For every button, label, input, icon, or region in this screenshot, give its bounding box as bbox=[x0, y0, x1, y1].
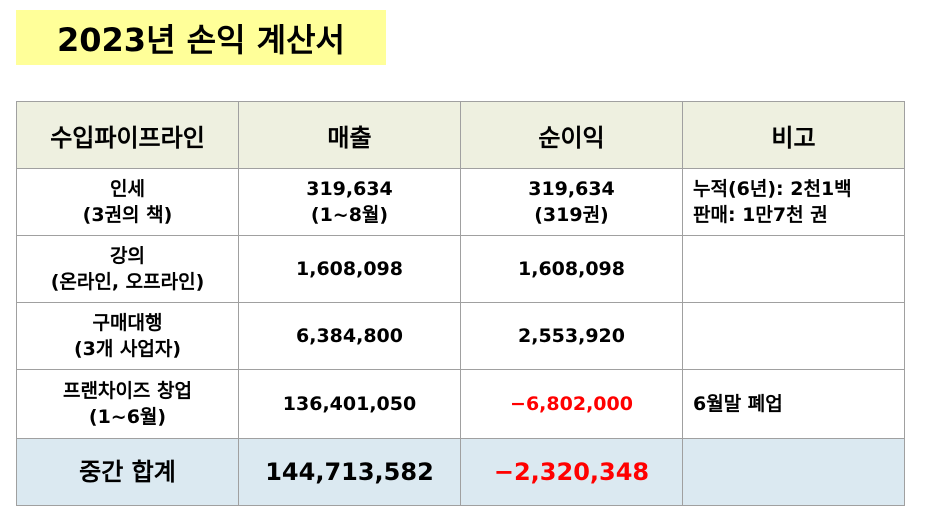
profit-cell-negative: −6,802,000 bbox=[460, 369, 683, 439]
note-cell: 누적(6년): 2천1백 판매: 1만7천 권 bbox=[682, 168, 905, 236]
header-net-profit: 순이익 bbox=[460, 101, 683, 169]
revenue-cell: 136,401,050 bbox=[238, 369, 461, 439]
total-label: 중간 합계 bbox=[16, 438, 239, 506]
total-profit: −2,320,348 bbox=[460, 438, 683, 506]
profit-value: 319,634 bbox=[528, 178, 615, 200]
total-note bbox=[682, 438, 905, 506]
header-revenue: 매출 bbox=[238, 101, 461, 169]
note-cell: 6월말 폐업 bbox=[682, 369, 905, 439]
note-cell bbox=[682, 302, 905, 370]
revenue-cell: 1,608,098 bbox=[238, 235, 461, 303]
profit-cell: 1,608,098 bbox=[460, 235, 683, 303]
row-name-cell: 프랜차이즈 창업 (1~6월) bbox=[16, 369, 239, 439]
row-name: 프랜차이즈 창업 bbox=[63, 380, 192, 402]
revenue-cell: 6,384,800 bbox=[238, 302, 461, 370]
note-line: 누적(6년): 2천1백 bbox=[693, 178, 852, 200]
revenue-detail: (1~8월) bbox=[310, 204, 389, 226]
total-row: 중간 합계 144,713,582 −2,320,348 bbox=[16, 438, 905, 506]
revenue-value: 319,634 bbox=[306, 178, 393, 200]
row-name-detail: (3개 사업자) bbox=[73, 338, 182, 360]
total-revenue: 144,713,582 bbox=[238, 438, 461, 506]
page-title: 2023년 손익 계산서 bbox=[16, 10, 386, 65]
row-name: 구매대행 bbox=[92, 312, 163, 334]
profit-cell: 319,634 (319권) bbox=[460, 168, 683, 236]
table-row: 구매대행 (3개 사업자) 6,384,800 2,553,920 bbox=[16, 302, 905, 370]
row-name-detail: (1~6월) bbox=[88, 406, 167, 428]
table-row: 강의 (온라인, 오프라인) 1,608,098 1,608,098 bbox=[16, 235, 905, 303]
row-name-cell: 구매대행 (3개 사업자) bbox=[16, 302, 239, 370]
note-line: 판매: 1만7천 권 bbox=[693, 204, 828, 226]
row-name-detail: (온라인, 오프라인) bbox=[50, 271, 205, 293]
profit-cell: 2,553,920 bbox=[460, 302, 683, 370]
header-income-pipeline: 수입파이프라인 bbox=[16, 101, 239, 169]
table-row: 프랜차이즈 창업 (1~6월) 136,401,050 −6,802,000 6… bbox=[16, 369, 905, 439]
profit-loss-table: 수입파이프라인 매출 순이익 비고 인세 (3권의 책) 319,634 (1~… bbox=[16, 101, 905, 506]
row-name-detail: (3권의 책) bbox=[82, 204, 173, 226]
header-row: 수입파이프라인 매출 순이익 비고 bbox=[16, 101, 905, 169]
row-name: 강의 bbox=[110, 245, 145, 267]
note-cell bbox=[682, 235, 905, 303]
row-name-cell: 강의 (온라인, 오프라인) bbox=[16, 235, 239, 303]
table-row: 인세 (3권의 책) 319,634 (1~8월) 319,634 (319권)… bbox=[16, 168, 905, 236]
header-remarks: 비고 bbox=[682, 101, 905, 169]
revenue-cell: 319,634 (1~8월) bbox=[238, 168, 461, 236]
row-name-cell: 인세 (3권의 책) bbox=[16, 168, 239, 236]
profit-detail: (319권) bbox=[534, 204, 609, 226]
row-name: 인세 bbox=[110, 178, 145, 200]
